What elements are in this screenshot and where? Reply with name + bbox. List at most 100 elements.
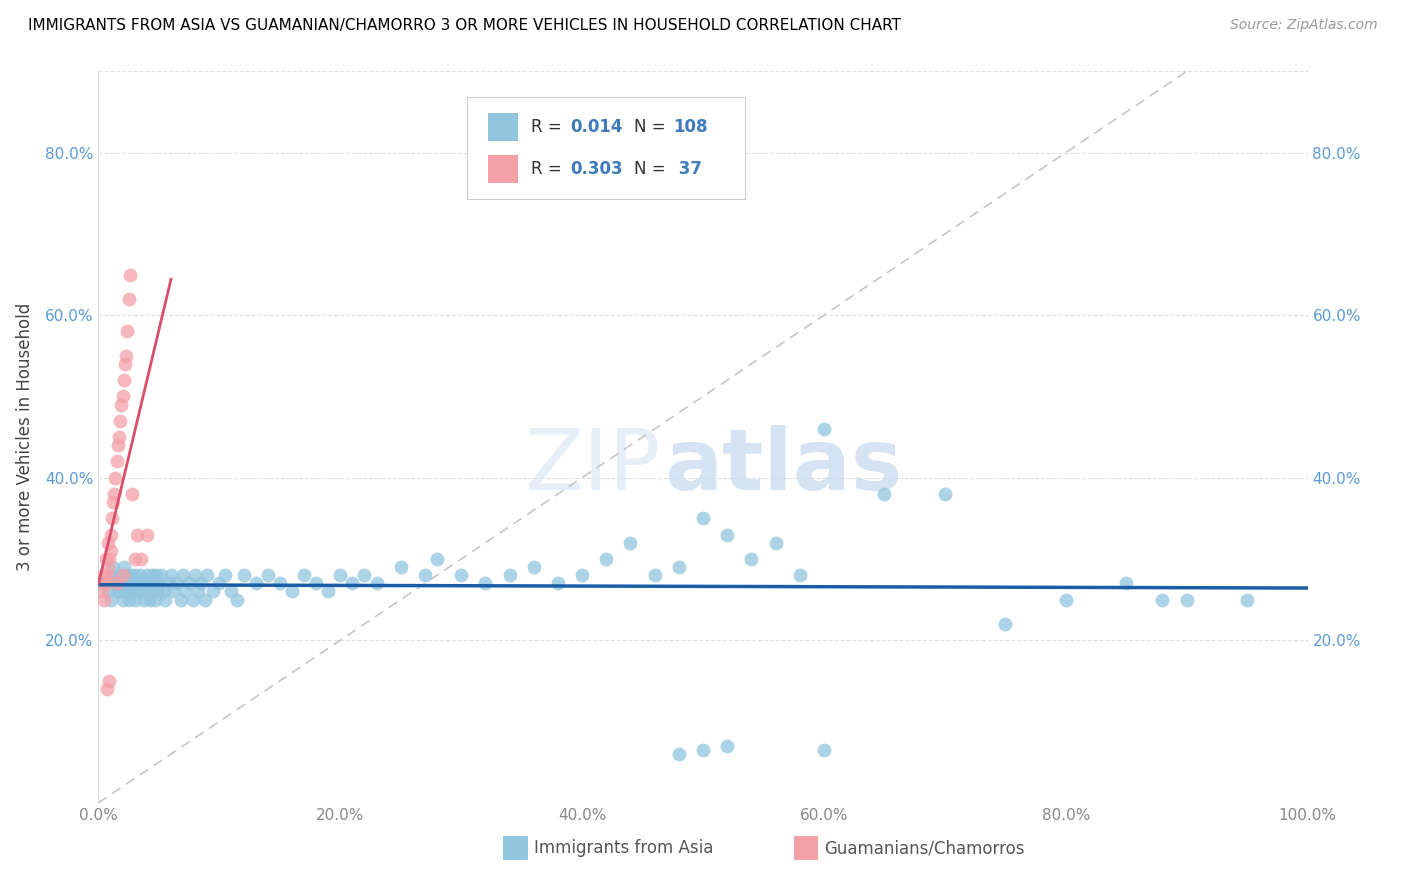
Point (152, 584, 174, 599)
Point (148, 576, 170, 591)
Point (105, 576, 128, 591)
Point (329, 568, 352, 582)
Point (98, 552, 121, 566)
Point (157, 576, 180, 591)
Point (138, 576, 160, 591)
Point (111, 592, 134, 607)
Point (105, 454, 128, 468)
Point (101, 495, 124, 509)
Point (105, 584, 128, 599)
Point (716, 739, 738, 753)
Point (111, 389, 134, 403)
Point (105, 568, 128, 582)
Point (129, 552, 152, 566)
Point (571, 568, 593, 582)
Point (668, 560, 690, 574)
Point (194, 592, 217, 607)
Point (353, 568, 375, 582)
Point (118, 268, 141, 282)
Point (498, 568, 520, 582)
Text: 0.014: 0.014 (569, 118, 623, 136)
Point (1152, 592, 1174, 607)
Point (202, 584, 225, 599)
Point (108, 414, 131, 428)
Point (789, 568, 811, 582)
Point (93, 568, 115, 582)
Point (169, 592, 191, 607)
Point (316, 584, 339, 599)
Point (160, 568, 183, 582)
Point (100, 511, 122, 525)
Point (112, 373, 135, 387)
Point (115, 349, 138, 363)
Point (131, 584, 153, 599)
Point (118, 584, 141, 599)
Point (174, 584, 197, 599)
Text: R =: R = (531, 118, 567, 136)
Point (103, 576, 125, 591)
Point (134, 592, 156, 607)
Point (114, 357, 136, 371)
Point (121, 576, 143, 591)
Point (96, 568, 118, 582)
Point (93, 576, 115, 591)
Point (142, 584, 165, 599)
Point (135, 527, 157, 541)
Point (118, 576, 141, 591)
Text: 0.303: 0.303 (569, 160, 623, 178)
Point (187, 584, 209, 599)
FancyBboxPatch shape (488, 113, 517, 141)
Point (668, 747, 690, 761)
Point (208, 576, 231, 591)
Point (934, 487, 956, 501)
Point (108, 568, 131, 582)
Point (117, 325, 139, 339)
Point (101, 560, 124, 574)
Point (281, 584, 304, 599)
Point (474, 576, 496, 591)
Point (135, 576, 157, 591)
Point (150, 568, 173, 582)
Point (146, 584, 169, 599)
FancyBboxPatch shape (793, 837, 818, 860)
Point (112, 560, 135, 574)
Point (121, 584, 143, 599)
Point (124, 552, 146, 566)
Point (93, 592, 115, 607)
Point (644, 568, 666, 582)
Point (292, 568, 315, 582)
Point (450, 568, 472, 582)
Text: R =: R = (531, 160, 567, 178)
Point (94, 552, 117, 566)
Point (1115, 576, 1137, 591)
Point (114, 576, 136, 591)
Text: ZIP: ZIP (524, 425, 661, 508)
Point (107, 438, 129, 452)
Text: atlas: atlas (664, 425, 903, 508)
Point (692, 511, 714, 525)
Point (96, 681, 118, 696)
Point (162, 584, 184, 599)
Text: 108: 108 (672, 118, 707, 136)
Point (269, 576, 291, 591)
Point (124, 568, 146, 582)
Point (179, 576, 201, 591)
Point (127, 527, 149, 541)
Point (100, 592, 122, 607)
Point (127, 584, 149, 599)
Point (153, 592, 176, 607)
Point (595, 552, 617, 566)
Point (305, 576, 328, 591)
Point (256, 568, 278, 582)
Point (765, 535, 787, 549)
Point (129, 576, 152, 591)
Point (100, 568, 122, 582)
Text: Immigrants from Asia: Immigrants from Asia (534, 839, 713, 857)
Point (139, 592, 162, 607)
Point (97, 535, 120, 549)
Point (547, 576, 569, 591)
Point (94, 576, 117, 591)
Point (523, 560, 546, 574)
Point (100, 527, 122, 541)
FancyBboxPatch shape (467, 97, 745, 200)
